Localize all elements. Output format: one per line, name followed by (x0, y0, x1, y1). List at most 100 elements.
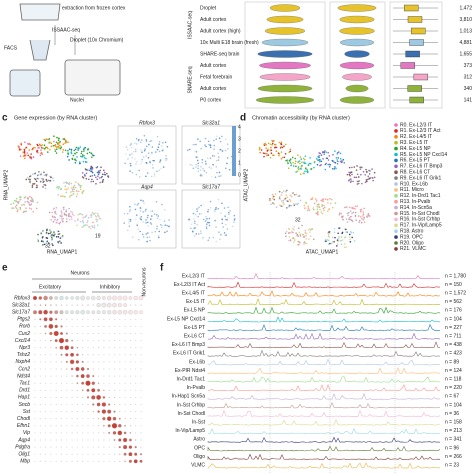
cell-dot (151, 231, 153, 234)
expression-dot (82, 460, 84, 462)
cell-dot (334, 150, 336, 152)
cell-dot (77, 218, 79, 220)
expression-dot (123, 445, 128, 450)
cell-dot (69, 194, 72, 197)
cell-dot (339, 227, 342, 229)
cell-dot (351, 236, 353, 239)
cell-dot (81, 172, 84, 174)
expression-dot (103, 318, 105, 320)
expression-dot (119, 460, 121, 462)
cell-dot (83, 154, 85, 157)
cell-dot (293, 225, 296, 228)
cell-dot (228, 211, 230, 214)
cell-dot (323, 206, 326, 209)
expression-dot (140, 404, 142, 405)
cell-dot (147, 214, 149, 217)
cell-dot (318, 206, 321, 208)
cell-dot (201, 161, 204, 164)
cell-dot (64, 195, 66, 198)
legend-dot (394, 146, 398, 151)
cell-dot (282, 201, 284, 204)
expression-dot (45, 432, 47, 434)
cell-dot (145, 219, 147, 221)
cell-dot (52, 244, 54, 247)
cell-dot (219, 140, 222, 143)
expression-dot (103, 340, 105, 342)
expression-dot (124, 411, 126, 413)
cell-dot (159, 219, 161, 221)
cell-dot (209, 146, 212, 149)
cell-dot (70, 191, 72, 193)
expression-dot (129, 318, 131, 320)
box (411, 27, 426, 35)
cell-dot (43, 180, 45, 183)
expression-dot (119, 333, 121, 334)
cell-dot (102, 178, 105, 181)
cell-dot (62, 208, 65, 211)
expression-dot (92, 340, 94, 341)
cell-dot (317, 205, 319, 208)
cell-dot (226, 217, 229, 219)
cell-dot (58, 186, 61, 188)
expression-dot (108, 439, 110, 441)
expression-dot (96, 402, 101, 407)
cell-dot (37, 174, 40, 176)
cell-dot (148, 236, 151, 238)
cell-dot (38, 147, 40, 149)
gene-label: Sst (23, 409, 31, 415)
expression-dot (71, 326, 73, 327)
cell-dot (353, 240, 356, 242)
cell-dot (59, 144, 61, 147)
cluster-number: 32 (45, 243, 51, 249)
expression-dot (61, 375, 62, 377)
gene-label: Tac1 (19, 381, 30, 387)
expression-dot (140, 361, 142, 363)
cell-dot (359, 168, 362, 170)
cell-dot (46, 229, 48, 231)
group-label: ISSAAC-seq (187, 11, 193, 39)
cell-dot (292, 161, 295, 164)
expression-dot (103, 382, 105, 384)
cell-dot (15, 204, 18, 206)
cell-dot (196, 159, 199, 162)
cell-dot (305, 242, 308, 245)
cell-dot (74, 148, 77, 151)
cell-dot (58, 144, 60, 146)
cell-dot (74, 161, 77, 164)
cell-dot (24, 147, 27, 149)
violin (340, 38, 374, 47)
cell-dot (29, 181, 31, 184)
cell-dot (311, 228, 313, 230)
cell-dot (68, 159, 70, 161)
track-label: In-Sst (192, 420, 206, 426)
expression-dot (114, 347, 115, 349)
cell-dot (55, 235, 58, 238)
expression-dot (140, 389, 142, 391)
track-n: n = 118 (445, 377, 462, 383)
cell-dot (163, 220, 166, 222)
expression-dot (87, 333, 89, 334)
legend-label: R1. Ex-L2/3 IT Act (400, 128, 441, 134)
cell-dot (80, 184, 82, 187)
gene-label: Hap1 (18, 395, 30, 401)
expression-dot (49, 310, 53, 314)
cell-dot (284, 197, 287, 200)
cell-dot (265, 154, 268, 157)
cell-dot (40, 240, 43, 243)
legend-label: R18. Astro (400, 229, 424, 235)
cell-dot (95, 176, 97, 179)
cell-dot (337, 160, 339, 163)
expression-dot (87, 340, 89, 342)
expression-dot (66, 446, 68, 448)
expression-dot (135, 382, 137, 384)
cell-dot (315, 212, 317, 215)
expression-dot (101, 409, 107, 414)
expression-dot (140, 333, 142, 334)
gene-label: Cxcl14 (15, 338, 31, 344)
cell-dot (150, 139, 153, 142)
cell-dot (22, 211, 25, 213)
cell-dot (150, 218, 152, 220)
cell-dot (82, 216, 85, 219)
expression-dot (69, 359, 75, 365)
cell-dot (334, 236, 336, 239)
